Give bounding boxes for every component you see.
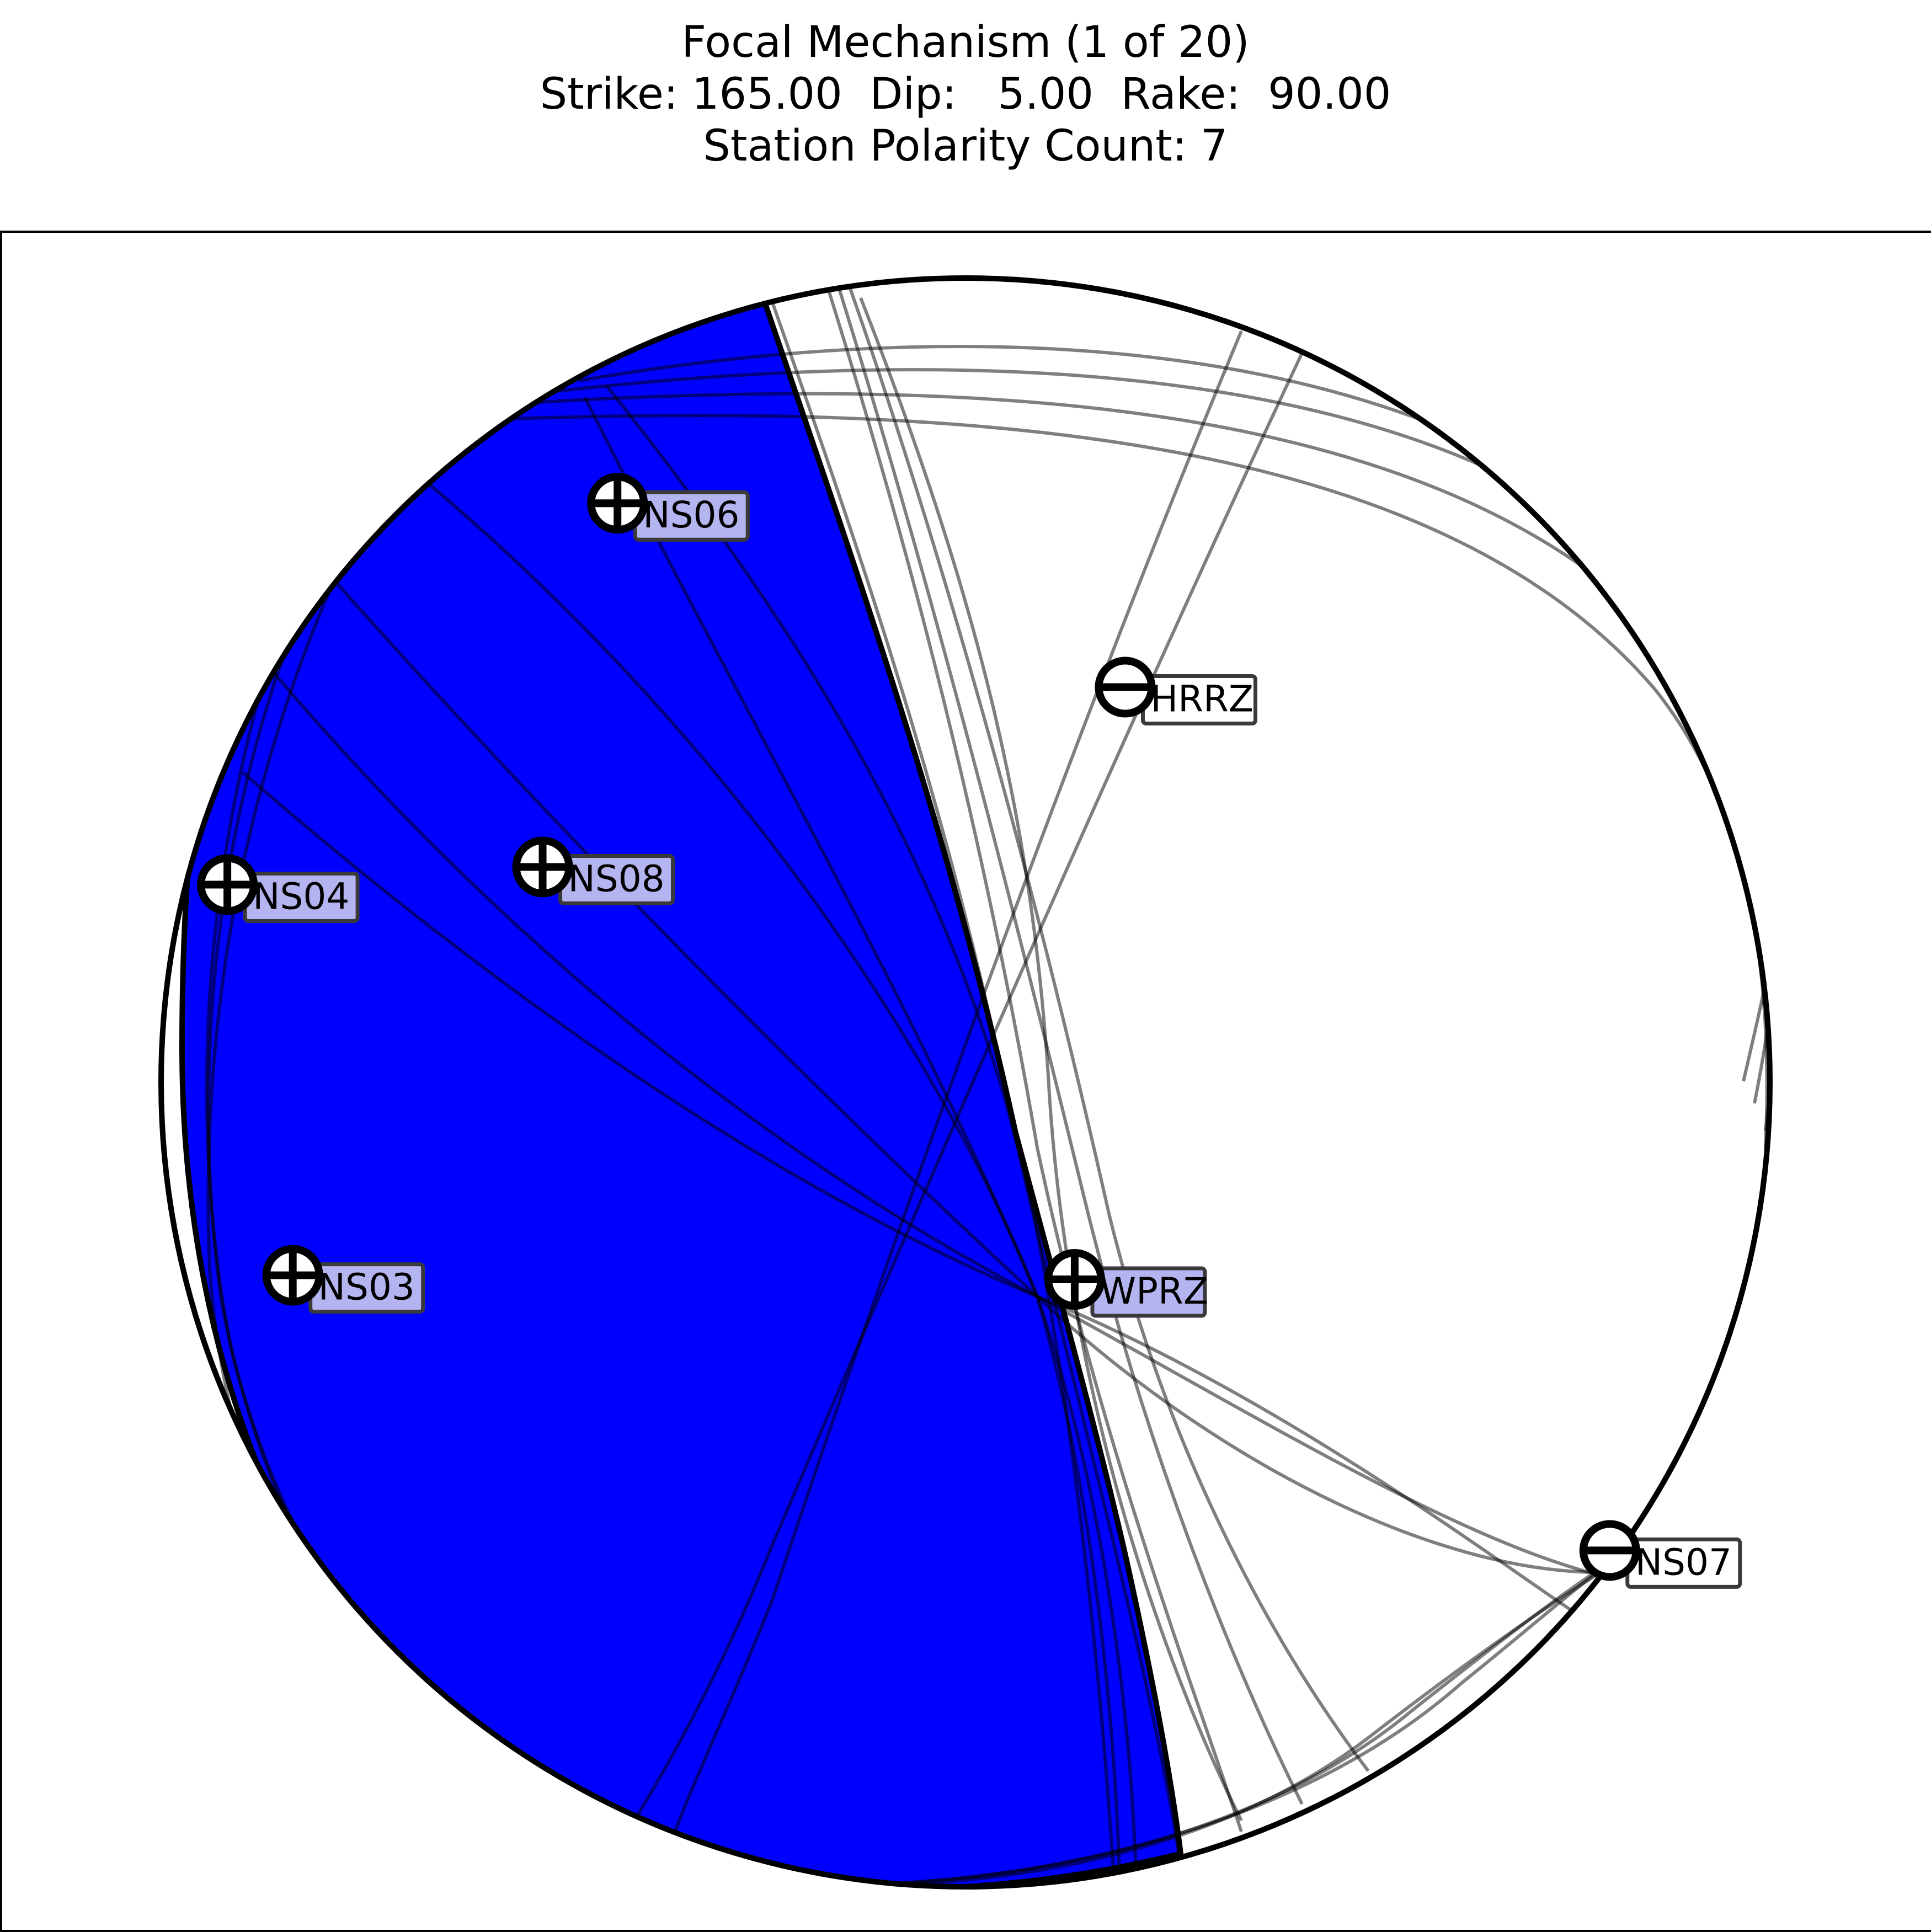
nodal-plane-curve-12 <box>263 661 1612 1579</box>
station-label: NS03 <box>318 1266 415 1309</box>
nodal-plane-curve-4 <box>848 286 1370 1772</box>
nodal-plane-curve-6 <box>660 330 1243 1876</box>
station-ns06: NS06 <box>587 473 750 542</box>
station-label: WPRZ <box>1100 1270 1208 1312</box>
station-label: HRRZ <box>1150 678 1253 721</box>
station-ns07: NS07 <box>1579 1520 1742 1589</box>
nodal-plane-curve-11 <box>307 551 1601 1574</box>
station-ns03: NS03 <box>262 1245 425 1314</box>
title-line-3: Station Polarity Count: 7 <box>703 121 1228 171</box>
focal-sphere-outline <box>158 275 1773 1890</box>
station-label: NS06 <box>643 494 739 536</box>
nodal-plane-curve-5 <box>859 297 1243 1822</box>
title-line-2: Strike: 165.00 Dip: 5.00 Rake: 90.00 <box>540 70 1391 119</box>
title-line-1: Focal Mechanism (1 of 20) <box>681 18 1250 67</box>
station-ns08: NS08 <box>512 836 675 905</box>
nodal-plane-curve-2 <box>826 286 1243 1832</box>
station-wprz: WPRZ <box>1044 1249 1208 1318</box>
nodal-plane-curve-7 <box>605 352 1304 1866</box>
nodal-plane-curve-13 <box>242 771 1573 1613</box>
station-label: NS04 <box>253 876 349 918</box>
stations-layer: NS06 HRRZ NS04 NS08 NS03 WPRZ NS07 <box>197 473 1742 1589</box>
station-ns04: NS04 <box>197 854 360 924</box>
nodal-plane-curve-10 <box>396 456 1122 1887</box>
chart-title: Focal Mechanism (1 of 20) Strike: 165.00… <box>0 17 1931 172</box>
station-label: NS07 <box>1635 1541 1732 1583</box>
station-label: NS08 <box>568 857 665 900</box>
nodal-plane-curve-3 <box>837 286 1304 1805</box>
station-hrrz: HRRZ <box>1095 657 1257 726</box>
nodal-plane-curve-8 <box>605 385 1116 1887</box>
nodal-plane-curve-16 <box>529 392 1770 1132</box>
